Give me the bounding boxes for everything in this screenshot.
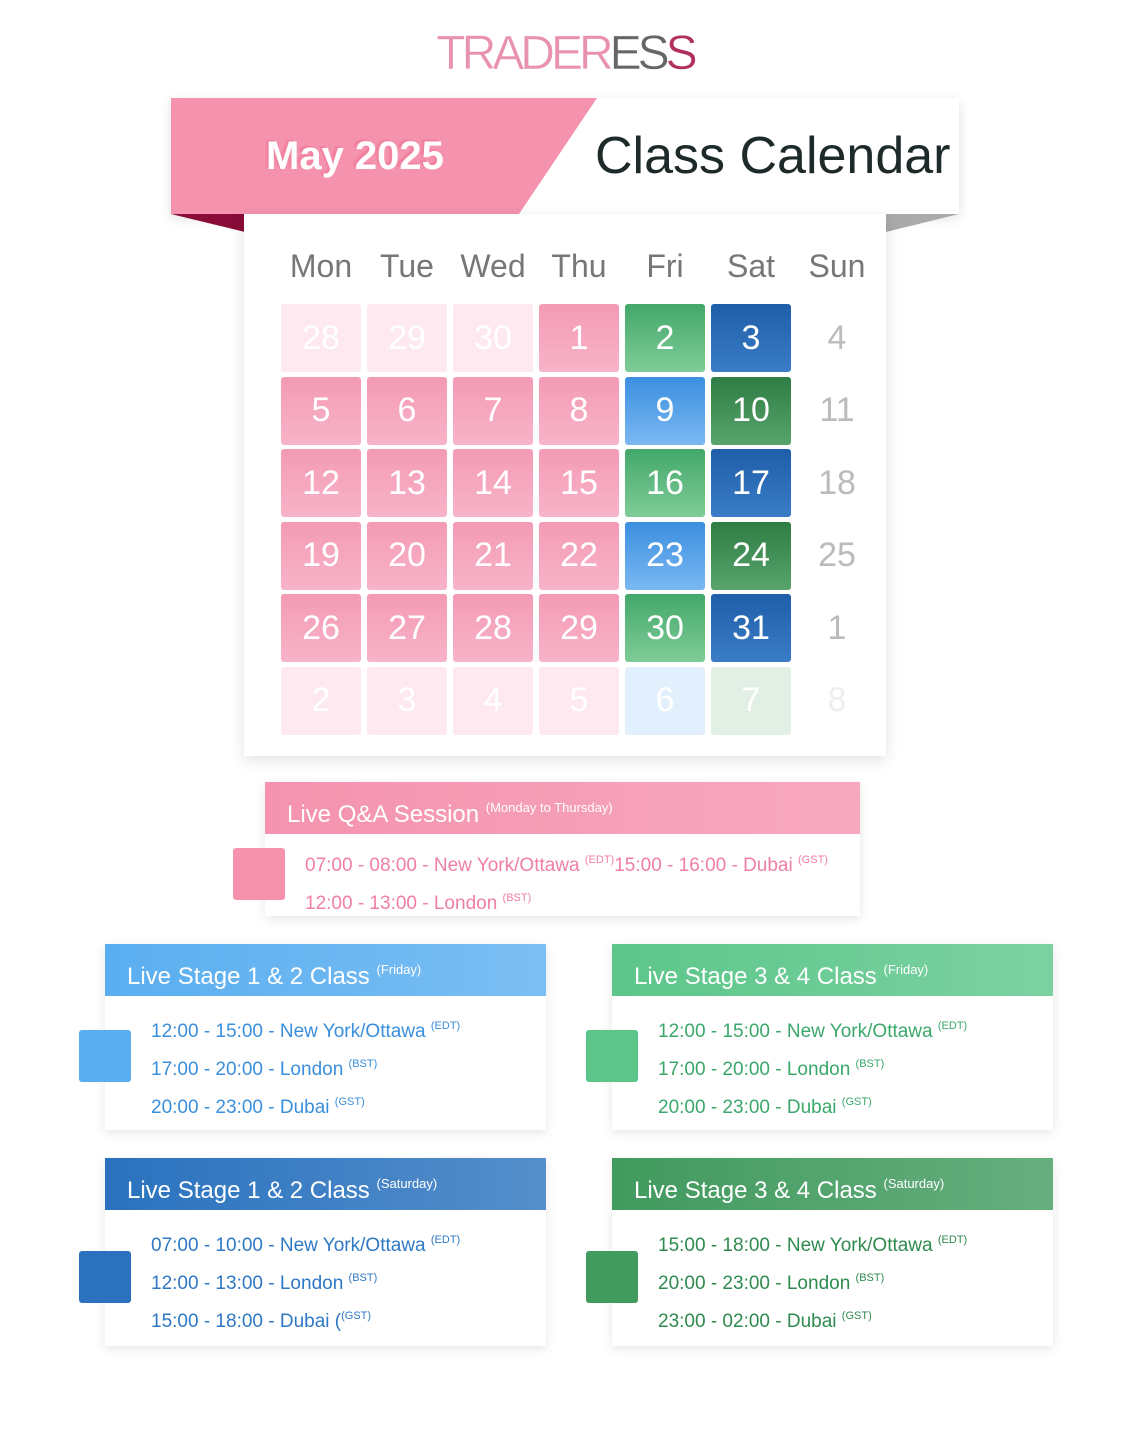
day-cell[interactable]: 17 [711,449,791,517]
session-card: Live Stage 3 & 4 Class (Friday) 12:00 - 1… [612,944,1053,1130]
day-cell[interactable]: 28 [453,594,533,662]
page-title: Class Calendar [595,127,951,185]
day-cell[interactable]: 15 [539,449,619,517]
day-cell[interactable]: 6 [625,666,705,735]
color-swatch [79,1030,131,1082]
session-title: Live Stage 1 & 2 Class (Saturday) [105,1158,546,1210]
day-cell[interactable]: 26 [281,594,361,662]
day-cell[interactable]: 27 [367,594,447,662]
day-cell[interactable]: 6 [367,376,447,445]
day-cell[interactable]: 13 [367,449,447,517]
session-time: 07:00 - 08:00 - New York/Ottawa (EDT)15:… [305,854,828,876]
month-label: May 2025 [266,134,444,178]
session-time: 07:00 - 10:00 - New York/Ottawa (EDT) [151,1234,461,1256]
day-cell[interactable]: 5 [281,376,361,445]
day-cell[interactable]: 4 [827,318,847,357]
calendar-grid: Mon Tue Wed Thu Fri Sat Sun 28 29 30 1 2 3 4 5 6 7 8 9 10 11… [244,214,886,756]
weekday-header: Sun [808,248,866,284]
color-swatch [233,848,285,900]
day-cell[interactable]: 29 [367,304,447,372]
color-swatch [79,1251,131,1303]
weekday-header: Sat [726,248,776,284]
day-cell[interactable]: 19 [281,521,361,590]
session-time: 15:00 - 18:00 - New York/Ottawa (EDT) [658,1234,968,1256]
session-title: Live Stage 3 & 4 Class (Friday) [612,944,1053,996]
ribbon-fold-left [171,214,245,232]
day-cell[interactable]: 8 [539,376,619,445]
day-cell[interactable]: 1 [539,304,619,372]
session-card: Live Stage 3 & 4 Class (Saturday) 15:00 -… [612,1158,1053,1346]
day-cell[interactable]: 5 [539,666,619,735]
day-cell[interactable]: 12 [281,449,361,517]
day-cell[interactable]: 31 [711,594,791,662]
day-cell[interactable]: 28 [281,304,361,372]
day-cell[interactable]: 16 [625,449,705,517]
day-cell[interactable]: 7 [453,376,533,445]
session-time: 17:00 - 20:00 - London (BST) [658,1058,885,1080]
day-cell[interactable]: 8 [827,681,847,719]
day-cell[interactable]: 24 [711,521,791,590]
session-time: 12:00 - 15:00 - New York/Ottawa (EDT) [151,1020,461,1042]
session-title: Live Stage 1 & 2 Class (Friday) [105,944,546,996]
weekday-header: Thu [551,248,607,284]
session-time: 12:00 - 15:00 - New York/Ottawa (EDT) [658,1020,968,1042]
session-title: Live Stage 3 & 4 Class (Saturday) [612,1158,1053,1210]
day-cell[interactable]: 20 [367,521,447,590]
session-time: 23:00 - 02:00 - Dubai (GST) [658,1310,872,1332]
ribbon-fold-right [886,214,959,232]
weekday-header: Wed [460,248,526,284]
day-cell[interactable]: 1 [827,608,847,647]
weekday-header: Fri [646,248,684,284]
weekday-header: Tue [380,248,434,284]
session-time: 12:00 - 13:00 - London (BST) [151,1272,378,1294]
session-card: Live Q&A Session (Monday to Thursday) 07:… [265,782,860,916]
day-cell[interactable]: 4 [453,666,533,735]
session-title: Live Q&A Session (Monday to Thursday) [265,782,860,834]
session-time: 12:00 - 13:00 - London (BST) [305,892,532,914]
day-cell[interactable]: 9 [625,376,705,445]
session-time: 20:00 - 23:00 - London (BST) [658,1272,885,1294]
header-banner: May 2025 Class Calendar [171,98,959,214]
color-swatch [586,1030,638,1082]
day-cell[interactable]: 30 [453,304,533,372]
day-cell[interactable]: 2 [281,666,361,735]
session-time: 20:00 - 23:00 - Dubai (GST) [151,1096,365,1118]
day-cell[interactable]: 2 [625,304,705,372]
day-cell[interactable]: 25 [818,536,856,574]
color-swatch [586,1251,638,1303]
day-cell[interactable]: 11 [819,391,855,429]
weekday-header: Mon [289,248,353,284]
day-cell[interactable]: 21 [453,521,533,590]
day-cell[interactable]: 10 [711,376,791,445]
session-card: Live Stage 1 & 2 Class (Saturday) 07:00 -… [105,1158,546,1346]
day-cell[interactable]: 23 [625,521,705,590]
day-cell[interactable]: 3 [711,304,791,372]
day-cell[interactable]: 30 [625,594,705,662]
session-time: 15:00 - 18:00 - Dubai ((GST) [151,1310,372,1332]
day-cell[interactable]: 3 [367,666,447,735]
traderess-logo: TRADERESS [436,27,698,81]
day-cell[interactable]: 7 [711,666,791,735]
day-cell[interactable]: 14 [453,449,533,517]
day-cell[interactable]: 18 [818,463,856,502]
session-time: 20:00 - 23:00 - Dubai (GST) [658,1096,872,1118]
day-cell[interactable]: 29 [539,594,619,662]
session-card: Live Stage 1 & 2 Class (Friday) 12:00 - 1… [105,944,546,1130]
day-cell[interactable]: 22 [539,521,619,590]
session-time: 17:00 - 20:00 - London (BST) [151,1058,378,1080]
